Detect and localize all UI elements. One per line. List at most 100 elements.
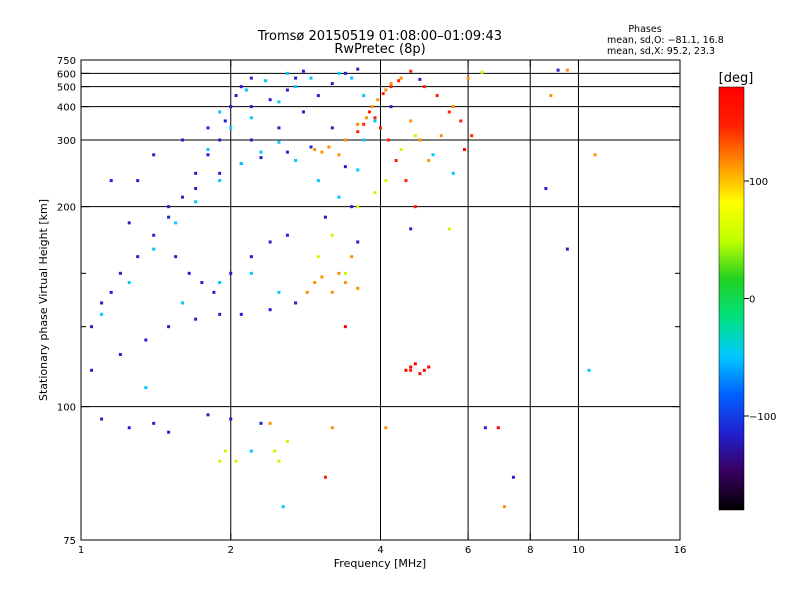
data-point: [249, 105, 253, 109]
data-point: [194, 317, 198, 321]
data-point: [330, 126, 334, 130]
data-point: [373, 119, 377, 123]
data-point: [206, 126, 210, 130]
data-point: [502, 505, 506, 509]
data-point: [451, 105, 455, 109]
data-point: [384, 179, 388, 183]
data-point: [218, 171, 222, 175]
data-point: [409, 69, 413, 73]
data-point: [565, 247, 569, 251]
data-point: [330, 233, 334, 237]
data-point: [544, 186, 548, 190]
x-tick-label: 8: [527, 545, 533, 556]
data-point: [218, 312, 222, 316]
y-tick-label: 200: [57, 203, 76, 214]
data-point: [389, 82, 393, 86]
colorbar-tick-label: 100: [749, 177, 768, 188]
data-point: [301, 110, 305, 114]
data-point: [431, 153, 435, 157]
data-point: [229, 271, 233, 275]
chart-title: Tromsø 20150519 01:08:00–01:09:43: [257, 29, 502, 44]
data-point: [144, 386, 148, 390]
data-point: [174, 255, 178, 259]
data-point: [249, 116, 253, 120]
data-point: [144, 338, 148, 342]
data-point: [373, 191, 377, 195]
data-point: [320, 275, 324, 279]
data-point: [277, 140, 281, 144]
data-point: [285, 71, 289, 75]
data-point: [234, 459, 238, 463]
data-point: [556, 68, 560, 72]
data-point: [109, 179, 113, 183]
data-point: [313, 148, 317, 152]
data-point: [466, 76, 470, 80]
colorbar-tick-label: 0: [749, 295, 755, 306]
data-point: [100, 312, 104, 316]
data-point: [277, 126, 281, 130]
data-point: [337, 71, 341, 75]
data-point: [413, 362, 417, 366]
data-point: [309, 76, 313, 80]
data-point: [285, 150, 289, 154]
y-tick-label: 600: [57, 69, 76, 80]
data-point: [397, 79, 401, 83]
data-point: [268, 421, 272, 425]
x-tick-label: 6: [465, 545, 471, 556]
y-axis-label: Stationary phase Virtual Height [km]: [37, 199, 50, 401]
data-point: [343, 71, 347, 75]
data-point: [229, 417, 233, 421]
data-point: [316, 255, 320, 259]
data-point: [281, 505, 285, 509]
data-point: [181, 138, 185, 142]
data-point: [379, 126, 382, 130]
data-point: [249, 255, 253, 259]
data-point: [277, 459, 281, 463]
data-point: [229, 105, 233, 109]
data-point: [409, 368, 413, 372]
data-point: [167, 325, 171, 329]
data-point: [356, 168, 360, 172]
gridlines: [81, 60, 680, 540]
y-tick-label: 400: [57, 103, 76, 114]
data-point: [118, 352, 122, 356]
data-point: [376, 98, 380, 102]
data-point: [330, 290, 334, 294]
data-point: [136, 255, 140, 259]
data-point: [343, 271, 347, 275]
data-point: [483, 426, 487, 430]
data-point: [337, 271, 341, 275]
data-point: [218, 281, 222, 285]
data-point: [264, 79, 268, 83]
x-tick-label: 2: [228, 545, 234, 556]
data-point: [362, 138, 366, 142]
y-tick-label: 300: [57, 136, 76, 147]
data-point: [386, 138, 390, 142]
data-point: [316, 94, 320, 98]
y-tick-label: 750: [57, 56, 76, 67]
data-point: [249, 138, 253, 142]
axis-ticks: 1 2 4 6 8 10 16 75 100 200 300 400 500 600 750: [57, 56, 686, 556]
stats-line-x: mean, sd,X: 95.2, 23.3: [607, 46, 715, 57]
data-point: [399, 148, 403, 152]
data-point: [167, 205, 171, 209]
data-point: [343, 138, 347, 142]
x-axis-label: Frequency [MHz]: [334, 557, 426, 570]
data-point: [187, 271, 191, 275]
data-point: [462, 148, 466, 152]
data-point: [285, 88, 289, 92]
data-point: [316, 179, 320, 183]
data-point: [206, 153, 210, 157]
data-point: [439, 134, 443, 138]
data-point: [337, 195, 341, 199]
data-point: [350, 205, 354, 209]
data-point: [100, 301, 104, 305]
colorbar-ticks: 100 0 −100: [744, 177, 776, 423]
data-point: [323, 475, 327, 479]
data-point: [90, 368, 94, 372]
data-point: [381, 92, 385, 96]
data-point: [152, 233, 156, 237]
data-point: [294, 301, 298, 305]
data-point: [496, 426, 500, 430]
data-point: [350, 76, 354, 80]
